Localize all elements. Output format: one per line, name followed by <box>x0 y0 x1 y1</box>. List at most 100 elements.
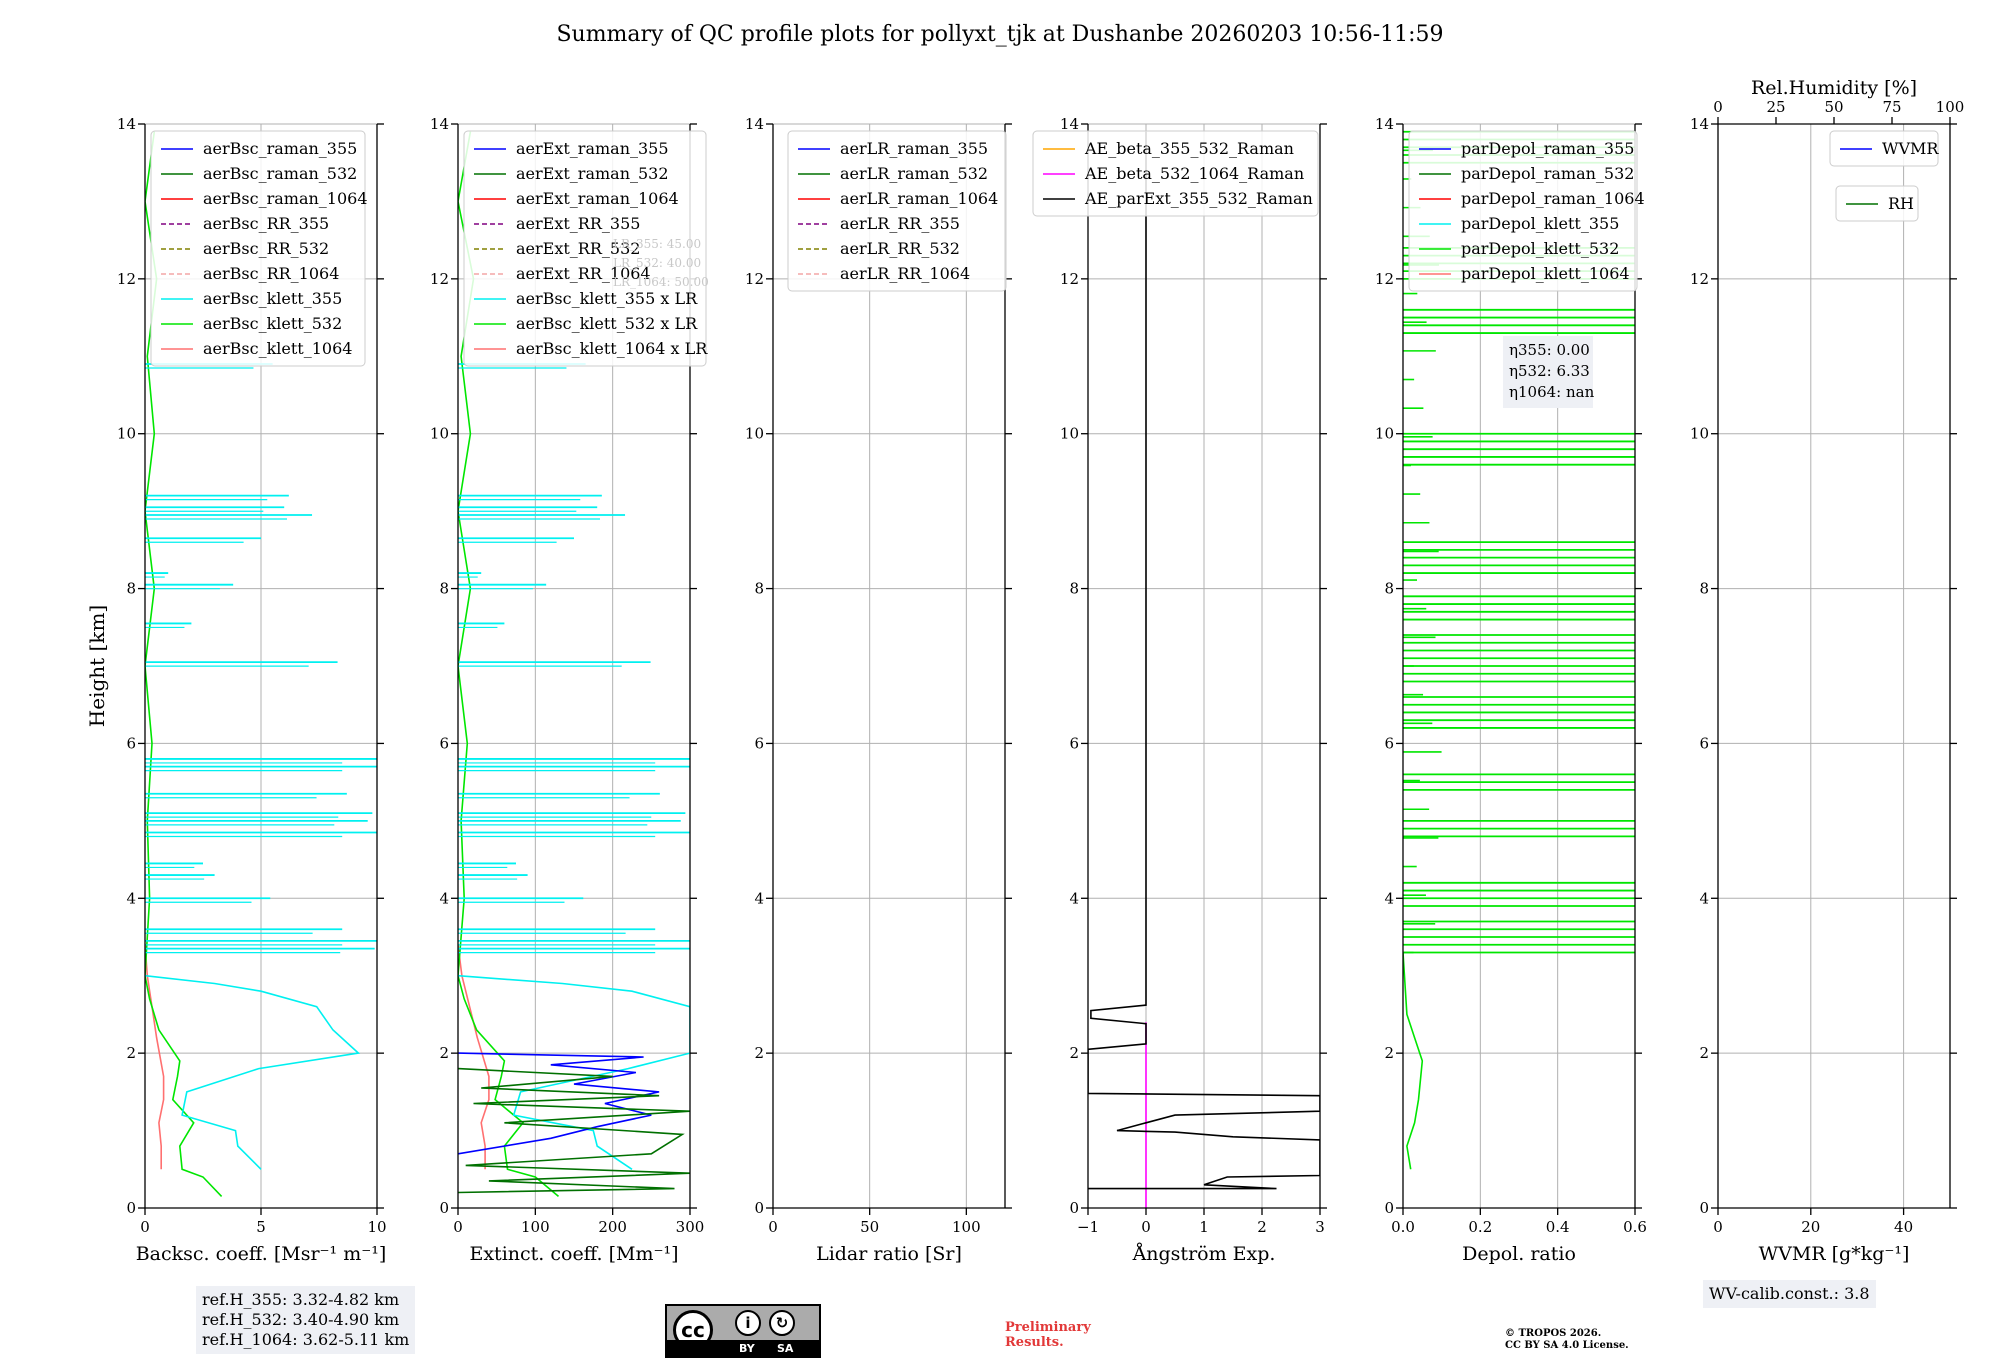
lr-label: LR_532: 40.00 <box>613 256 701 270</box>
x-tick-label: 0.6 <box>1623 1218 1647 1236</box>
y-tick-label: 4 <box>126 889 136 907</box>
x-tick-label: 1 <box>1199 1218 1209 1236</box>
top-x-tick-label: 25 <box>1766 98 1785 116</box>
x-tick-label: 0 <box>1141 1218 1151 1236</box>
legend-label: AE_parExt_355_532_Raman <box>1084 189 1313 208</box>
legend-label: AE_beta_532_1064_Raman <box>1084 164 1304 183</box>
y-tick-label: 14 <box>1375 115 1394 133</box>
x-tick-label: 0.0 <box>1391 1218 1415 1236</box>
legend-label: aerBsc_RR_1064 <box>203 264 339 283</box>
legend-label: aerBsc_raman_1064 <box>203 189 368 208</box>
x-tick-label: 0 <box>453 1218 463 1236</box>
y-tick-label: 6 <box>1069 734 1079 752</box>
x-tick-label: 300 <box>676 1218 705 1236</box>
y-tick-label: 4 <box>1384 889 1394 907</box>
series-parDepol_klett_532 <box>1403 952 1424 1170</box>
series-aerBsc_klett_1064 <box>145 944 165 1170</box>
top-x-axis-label: Rel.Humidity [%] <box>1751 77 1917 99</box>
legend-label: aerBsc_klett_1064 <box>203 339 352 358</box>
y-tick-label: 12 <box>1690 270 1709 288</box>
y-tick-label: 6 <box>1384 734 1394 752</box>
y-tick-label: 10 <box>1375 425 1394 443</box>
refh-532: ref.H_532: 3.40-4.90 km <box>202 1310 400 1329</box>
y-tick-label: 0 <box>1384 1199 1394 1217</box>
panel-backscatter: 0 2 4 6 8 10 12 14 0 5 10 Backsc. coeff. [Msr⁻¹ m⁻¹… <box>117 115 387 1265</box>
legend-label: parDepol_raman_355 <box>1461 139 1634 158</box>
legend-angstrom <box>1032 130 1319 217</box>
x-tick-label: 0.4 <box>1546 1218 1570 1236</box>
legend-label: WVMR <box>1882 139 1939 158</box>
figure-title: Summary of QC profile plots for pollyxt_… <box>556 22 1444 47</box>
y-tick-label: 8 <box>1384 580 1394 598</box>
x-tick-label: 50 <box>860 1218 879 1236</box>
y-tick-label: 4 <box>1699 889 1709 907</box>
x-tick-label: 200 <box>598 1218 627 1236</box>
x-tick-label: 10 <box>367 1218 386 1236</box>
x-tick-label: 100 <box>521 1218 550 1236</box>
y-tick-label: 6 <box>126 734 136 752</box>
legend-label: aerBsc_RR_532 <box>203 239 329 258</box>
x-tick-label: 0 <box>768 1218 778 1236</box>
y-tick-label: 10 <box>745 425 764 443</box>
legend-label: aerBsc_klett_355 x LR <box>516 289 698 308</box>
series-AE_parExt_355_532_Raman <box>1088 131 1320 1190</box>
legend-wvmr <box>1829 130 1939 167</box>
y-tick-label: 14 <box>1060 115 1079 133</box>
y-tick-label: 14 <box>430 115 449 133</box>
eta-label: η355: 0.00 <box>1509 341 1590 359</box>
by-person-icon: i <box>735 1310 761 1336</box>
x-tick-label: 0 <box>140 1218 150 1236</box>
y-tick-label: 0 <box>1069 1199 1079 1217</box>
sa-share-alike-icon: ↻ <box>769 1310 795 1336</box>
y-tick-label: 2 <box>439 1044 449 1062</box>
legend-label: aerBsc_raman_355 <box>203 139 357 158</box>
top-x-tick-label: 0 <box>1713 98 1723 116</box>
y-tick-label: 8 <box>1069 580 1079 598</box>
x-tick-label: 20 <box>1801 1218 1820 1236</box>
y-tick-label: 12 <box>430 270 449 288</box>
refh-355: ref.H_355: 3.32-4.82 km <box>202 1290 400 1309</box>
x-axis-label: Extinct. coeff. [Mm⁻¹] <box>469 1243 678 1265</box>
legend-label: aerBsc_raman_532 <box>203 164 357 183</box>
panel-extinction: 0 2 4 6 8 10 12 14 0 100 200 300 Extinct. coeff. [Mm… <box>430 115 709 1265</box>
panel-depol: 0 2 4 6 8 10 12 14 0.0 0.2 0.4 0.6 Depol. ratio parDe… <box>1375 115 1647 1265</box>
y-tick-label: 8 <box>439 580 449 598</box>
y-tick-label: 0 <box>439 1199 449 1217</box>
data-layer-angstrom <box>1088 131 1320 1208</box>
data-layer-backscatter <box>145 131 377 1197</box>
y-tick-label: 10 <box>430 425 449 443</box>
y-tick-label: 0 <box>754 1199 764 1217</box>
x-axis-label: Lidar ratio [Sr] <box>816 1243 962 1265</box>
top-x-tick-label: 50 <box>1824 98 1843 116</box>
x-tick-label: 0 <box>1713 1218 1723 1236</box>
legend-lidar_ratio <box>787 130 1007 292</box>
legend-label: AE_beta_355_532_Raman <box>1084 139 1294 158</box>
eta-label: η532: 6.33 <box>1509 362 1590 380</box>
y-tick-label: 2 <box>754 1044 764 1062</box>
y-tick-label: 12 <box>1375 270 1394 288</box>
x-axis-label: Depol. ratio <box>1462 1243 1576 1265</box>
wv-calibration-box: WV-calib.const.: 3.8 <box>1703 1280 1876 1308</box>
cc-license-badge: cc i ↻ BY SA <box>665 1304 821 1358</box>
legend-label: aerLR_RR_1064 <box>840 264 970 283</box>
legend-label: aerLR_RR_355 <box>840 214 960 233</box>
y-tick-label: 4 <box>1069 889 1079 907</box>
series-klett_532_x_LR <box>458 131 560 1198</box>
legend-label: aerLR_RR_532 <box>840 239 960 258</box>
cc-badge-bar <box>667 1340 819 1356</box>
x-tick-label: −1 <box>1077 1218 1099 1236</box>
data-layer-extinction <box>458 131 690 1198</box>
x-tick-label: 0.2 <box>1468 1218 1492 1236</box>
legend-label: aerExt_RR_1064 <box>516 264 651 283</box>
copyright-line-2: CC BY SA 4.0 License. <box>1505 1340 1629 1351</box>
legend-backscatter <box>150 130 366 367</box>
legend-extinction <box>463 130 707 367</box>
legend-label: parDepol_klett_355 <box>1461 214 1619 233</box>
y-tick-label: 12 <box>745 270 764 288</box>
legend-label: RH <box>1888 194 1914 213</box>
y-tick-label: 2 <box>1384 1044 1394 1062</box>
x-axis-label: Ångström Exp. <box>1132 1243 1276 1265</box>
panel-lidar_ratio: 0 2 4 6 8 10 12 14 0 50 100 Lidar ratio [Sr] aerLR_r… <box>745 115 1012 1265</box>
